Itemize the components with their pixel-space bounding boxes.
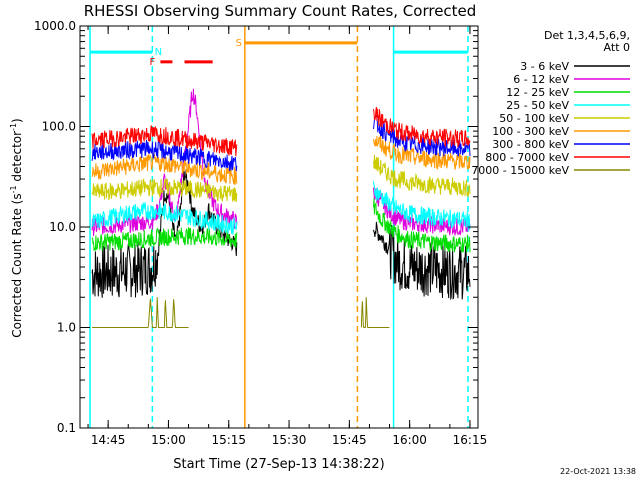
series-8 <box>92 297 390 328</box>
series-4-segment-1 <box>373 154 471 197</box>
y-axis-label: Corrected Count Rate (s-1 detector-1) <box>9 118 24 337</box>
legend-label-4: 50 - 100 keV <box>499 112 569 125</box>
y-tick-label-2: 10.0 <box>49 220 76 234</box>
legend-label-2: 12 - 25 keV <box>506 86 569 99</box>
series-2 <box>91 198 471 253</box>
y-tick-label-1: 1.0 <box>57 321 76 335</box>
y-label-exp1: -1 <box>9 185 18 193</box>
y-label-suffix: ) <box>10 118 24 123</box>
series-5-segment-0 <box>91 152 238 185</box>
x-tick-label-2: 15:15 <box>211 433 246 447</box>
legend-label-0: 3 - 6 keV <box>520 60 569 73</box>
series-8-segment-1 <box>360 297 390 328</box>
series-1-segment-0 <box>91 88 238 236</box>
date-stamp: 22-Oct-2021 13:38 <box>560 467 636 476</box>
series-5-segment-1 <box>373 135 471 170</box>
series-4-segment-0 <box>91 177 238 203</box>
interval-vertical-lines <box>89 26 469 428</box>
x-tick-label-5: 16:00 <box>392 433 427 447</box>
series-3 <box>91 181 471 235</box>
y-label-exp2: -1 <box>9 123 18 131</box>
series-3-segment-0 <box>91 201 238 235</box>
series-3-segment-1 <box>373 181 471 230</box>
series-7 <box>91 106 471 157</box>
x-tick-label-3: 15:30 <box>272 433 307 447</box>
y-tick-label-0: 0.1 <box>57 421 76 435</box>
series-lines <box>91 88 471 328</box>
y-label-mid: detector <box>10 131 24 186</box>
series-7-segment-1 <box>373 106 471 148</box>
x-tick-label-4: 15:45 <box>332 433 367 447</box>
legend-label-5: 100 - 300 keV <box>492 125 569 138</box>
series-2-segment-1 <box>373 198 471 253</box>
interval-label-1: N <box>155 47 162 58</box>
legend-label-8: 7000 - 15000 keV <box>471 164 569 177</box>
series-0-segment-1 <box>373 221 471 301</box>
legend-label-6: 300 - 800 keV <box>492 138 569 151</box>
chart-title: RHESSI Observing Summary Count Rates, Co… <box>84 2 477 20</box>
x-axis-label: Start Time (27-Sep-13 14:38:22) <box>173 457 384 472</box>
series-6-segment-0 <box>91 139 238 172</box>
x-tick-label-0: 14:45 <box>91 433 126 447</box>
legend-label-3: 25 - 50 keV <box>506 99 569 112</box>
series-4 <box>91 154 471 203</box>
x-tick-label-6: 16:15 <box>453 433 488 447</box>
series-8-segment-0 <box>92 297 189 328</box>
legend-header-line2: Att 0 <box>604 41 630 54</box>
series-6 <box>91 113 471 172</box>
y-tick-label-3: 100.0 <box>42 120 76 134</box>
interval-bars: NF S <box>90 38 468 68</box>
x-tick-group: 14:45 15:00 15:15 15:30 15:45 16:00 16:15 <box>87 26 488 447</box>
legend-header-line1: Det 1,3,4,5,6,9, <box>544 29 630 42</box>
series-5 <box>91 135 471 185</box>
y-tick-label-4: 1000.0 <box>34 19 76 33</box>
legend-label-1: 6 - 12 keV <box>513 73 569 86</box>
y-tick-group: 0.1 1.0 10.0 100.0 1000.0 <box>34 19 478 435</box>
interval-label-3: F <box>149 57 155 68</box>
legend-label-7: 800 - 7000 keV <box>485 151 569 164</box>
series-7-segment-0 <box>91 125 238 157</box>
series-2-segment-0 <box>91 227 238 252</box>
interval-label-5: S <box>236 38 242 49</box>
y-label-prefix: Corrected Count Rate (s <box>10 193 24 337</box>
x-tick-label-1: 15:00 <box>151 433 186 447</box>
